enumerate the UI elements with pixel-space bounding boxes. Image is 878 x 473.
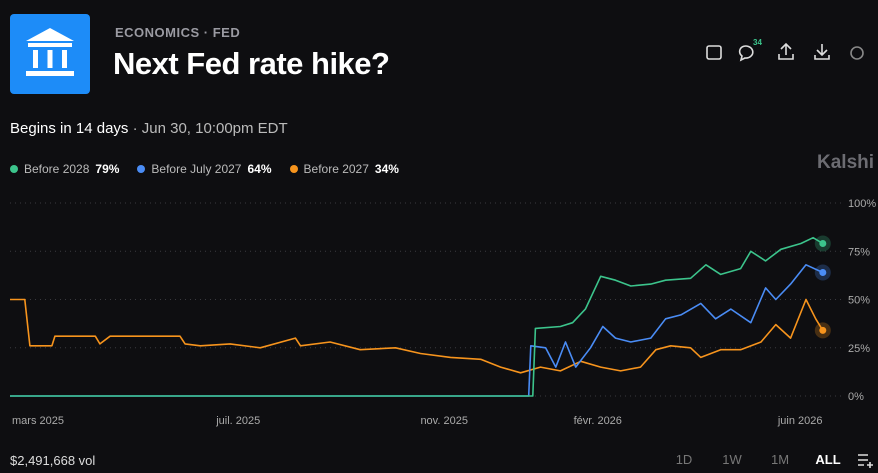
legend-value: 79% <box>95 162 120 176</box>
legend-name: Before July 2027 <box>151 162 242 176</box>
y-tick-label: 75% <box>848 246 870 258</box>
y-tick-label: 0% <box>848 391 864 403</box>
legend-value: 34% <box>374 162 399 176</box>
date: Jun 30, 10:00pm EDT <box>141 120 288 137</box>
y-tick-label: 50% <box>848 295 870 307</box>
comment-count: 34 <box>753 38 762 47</box>
comment-icon[interactable] <box>738 45 754 62</box>
chart: 100% 75% 50% 25% 0% mars 2025 juil. 2025 nov. 2… <box>10 198 876 427</box>
x-tick-label: mars 2025 <box>12 415 64 427</box>
range-selector: 1D 1W 1M ALL <box>660 452 852 467</box>
market-icon <box>10 14 90 94</box>
legend-swatch <box>10 165 18 173</box>
y-tick-label: 100% <box>848 198 876 210</box>
icon-graphic <box>26 28 74 76</box>
current-point <box>819 268 827 276</box>
toolbar: 34 <box>706 38 864 62</box>
x-tick-label: juil. 2025 <box>215 415 260 427</box>
settings-icon[interactable] <box>856 452 876 468</box>
check-icon[interactable] <box>850 46 864 60</box>
begins: Begins in 14 days <box>10 120 129 137</box>
legend-value: 64% <box>247 162 272 176</box>
calendar-icon[interactable] <box>706 45 722 60</box>
legend-item: Before 2028 79% <box>10 162 119 176</box>
legend-name: Before 2028 <box>24 162 90 176</box>
market-title: Next Fed rate hike? <box>113 46 390 81</box>
legend: Before 2028 79% Before July 2027 64% Before … <box>10 162 399 176</box>
legend-swatch <box>137 165 146 173</box>
share-icon[interactable] <box>778 42 794 60</box>
legend-swatch <box>289 165 298 173</box>
current-point <box>819 326 827 334</box>
x-tick-label: févr. 2026 <box>574 415 622 427</box>
series-line <box>10 236 824 397</box>
legend-name: Before 2027 <box>303 162 369 176</box>
range-button[interactable]: 1M <box>770 452 790 467</box>
legend-item: Before July 2027 64% <box>137 162 272 176</box>
y-tick-label: 25% <box>848 343 870 355</box>
legend-item: Before 2027 34% <box>289 162 399 176</box>
range-button[interactable]: ALL <box>815 452 841 467</box>
x-tick-label: nov. 2025 <box>420 415 468 427</box>
subcategory[interactable]: FED <box>212 25 241 40</box>
range-button[interactable]: 1W <box>722 452 742 467</box>
range-button[interactable]: 1D <box>675 452 693 467</box>
breadcrumb: ECONOMICS · FED <box>115 25 241 40</box>
brand: Kalshi <box>817 152 875 173</box>
download-icon[interactable] <box>814 44 830 60</box>
x-tick-label: juin 2026 <box>777 415 823 427</box>
series-line <box>10 264 824 397</box>
series-line <box>10 298 824 374</box>
current-point <box>819 240 827 248</box>
category[interactable]: ECONOMICS <box>115 25 200 40</box>
schedule: Begins in 14 days · Jun 30, 10:00pm EDT <box>10 120 288 137</box>
volume: $2,491,668 vol <box>10 453 96 468</box>
